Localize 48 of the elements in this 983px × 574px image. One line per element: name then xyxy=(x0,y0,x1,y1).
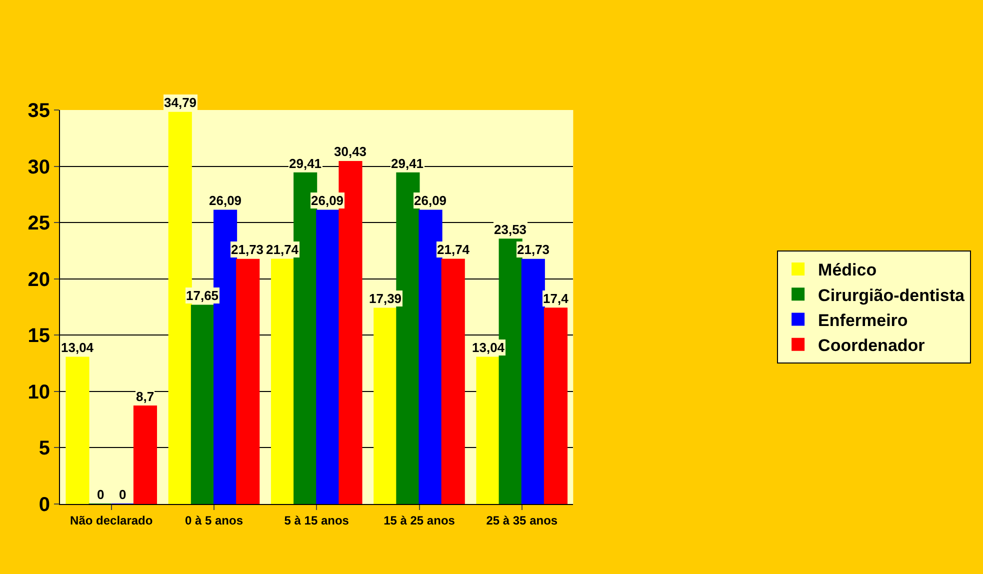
data-label: 26,09 xyxy=(209,193,242,208)
data-label: 13,04 xyxy=(61,340,94,355)
data-label: 8,7 xyxy=(136,389,154,404)
data-label: 0 xyxy=(119,487,126,502)
data-label: 26,09 xyxy=(311,193,344,208)
bar xyxy=(190,304,214,504)
x-tick-label: 25 à 35 anos xyxy=(486,513,558,528)
bar xyxy=(66,356,90,504)
data-label: 21,74 xyxy=(437,242,470,257)
y-tick-label: 15 xyxy=(28,325,50,348)
bar xyxy=(270,258,295,504)
data-label: 17,39 xyxy=(369,291,402,306)
y-tick-label: 35 xyxy=(28,100,50,122)
bar xyxy=(441,258,465,504)
x-tick-label: 0 à 5 anos xyxy=(184,513,244,528)
data-label: 29,41 xyxy=(289,156,322,171)
y-tick-label: 0 xyxy=(38,494,50,516)
legend-label: Enfermeiro xyxy=(818,310,908,330)
x-tick-label: 15 à 25 anos xyxy=(384,513,456,528)
data-label: 23,53 xyxy=(494,222,527,237)
y-tick-label: 20 xyxy=(28,268,50,291)
y-tick-label: 25 xyxy=(28,212,50,235)
data-label: 21,73 xyxy=(517,242,550,257)
legend-label: Médico xyxy=(818,260,877,280)
x-tick-label: Não declarado xyxy=(70,513,153,528)
data-label: 34,79 xyxy=(164,95,197,110)
bar xyxy=(544,308,568,504)
data-label: 30,43 xyxy=(334,144,367,159)
bar xyxy=(374,308,398,504)
bar xyxy=(316,210,340,504)
data-label: 26,09 xyxy=(414,193,447,208)
bar xyxy=(133,406,158,504)
data-label: 0 xyxy=(97,487,104,502)
legend-label: Coordenador xyxy=(818,336,926,355)
legend-label: Cirurgião-dentista xyxy=(818,286,966,305)
y-tick-label: 10 xyxy=(28,381,50,404)
x-tick-label: 5 à 15 anos xyxy=(284,513,350,528)
data-label: 21,73 xyxy=(231,242,264,257)
bar xyxy=(236,258,260,504)
y-tick-label: 5 xyxy=(38,438,50,460)
bar xyxy=(476,356,500,504)
data-label: 21,74 xyxy=(266,242,300,257)
y-tick-label: 30 xyxy=(28,156,50,178)
bar xyxy=(521,258,545,504)
data-label: 29,41 xyxy=(391,156,424,171)
data-label: 17,65 xyxy=(186,288,219,303)
data-label: 13,04 xyxy=(472,340,506,355)
data-label: 17,4 xyxy=(543,291,570,306)
